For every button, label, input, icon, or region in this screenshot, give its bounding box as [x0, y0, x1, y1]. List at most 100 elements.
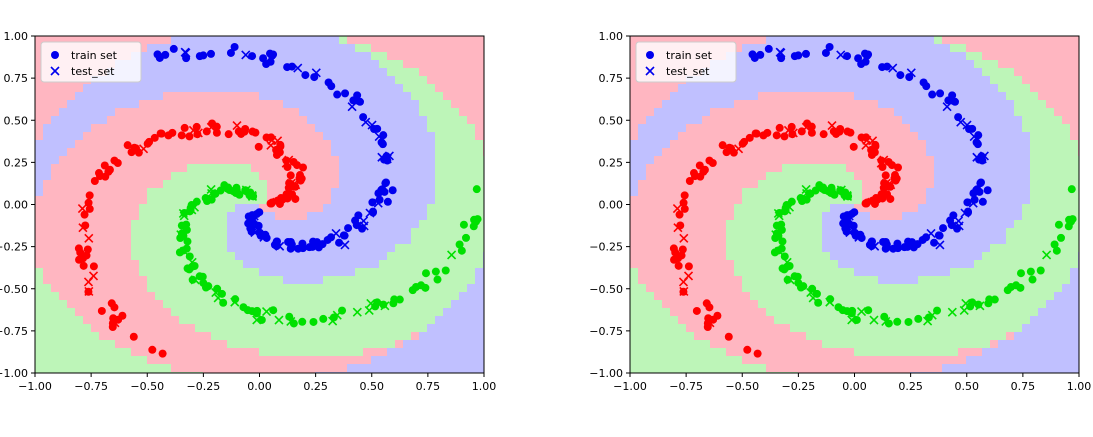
region-cell — [798, 92, 807, 101]
region-cell — [59, 364, 68, 373]
region-cell — [886, 236, 895, 245]
region-cell — [678, 172, 687, 181]
region-cell — [846, 300, 855, 309]
region-cell — [766, 220, 775, 229]
region-cell — [782, 180, 791, 189]
region-cell — [35, 244, 44, 253]
region-cell — [846, 332, 855, 341]
region-cell — [870, 60, 879, 69]
region-cell — [934, 204, 943, 213]
region-cell — [726, 204, 735, 213]
region-cell — [171, 308, 180, 317]
region-cell — [710, 36, 719, 45]
region-cell — [51, 220, 60, 229]
region-cell — [990, 236, 999, 245]
region-cell — [203, 84, 212, 93]
train-point — [123, 141, 132, 150]
region-cell — [475, 348, 484, 357]
region-cell — [942, 340, 951, 349]
region-cell — [838, 268, 847, 277]
region-cell — [910, 188, 919, 197]
region-cell — [419, 92, 428, 101]
region-cell — [766, 268, 775, 277]
region-cell — [155, 60, 164, 69]
region-cell — [702, 220, 711, 229]
region-cell — [854, 284, 863, 293]
region-cell — [259, 68, 268, 77]
region-cell — [363, 76, 372, 85]
region-cell — [974, 108, 983, 117]
region-cell — [966, 108, 975, 117]
train-point — [203, 194, 212, 203]
region-cell — [475, 140, 484, 149]
region-cell — [35, 188, 44, 197]
region-cell — [998, 260, 1007, 269]
region-cell — [998, 364, 1007, 373]
region-cell — [790, 244, 799, 253]
region-cell — [894, 260, 903, 269]
region-cell — [435, 316, 444, 325]
region-cell — [630, 36, 639, 45]
region-cell — [435, 100, 444, 109]
region-cell — [75, 36, 84, 45]
region-cell — [870, 180, 879, 189]
region-cell — [67, 300, 76, 309]
region-cell — [99, 268, 108, 277]
train-point — [185, 265, 194, 274]
region-cell — [1006, 364, 1015, 373]
region-cell — [942, 92, 951, 101]
region-cell — [966, 292, 975, 301]
region-cell — [646, 292, 655, 301]
region-cell — [315, 124, 324, 133]
region-cell — [862, 108, 871, 117]
region-cell — [243, 260, 252, 269]
region-cell — [363, 36, 372, 45]
region-cell — [267, 268, 276, 277]
region-cell — [235, 156, 244, 165]
region-cell — [926, 196, 935, 205]
region-cell — [171, 68, 180, 77]
region-cell — [171, 284, 180, 293]
region-cell — [902, 180, 911, 189]
region-cell — [411, 236, 420, 245]
region-cell — [187, 44, 196, 53]
region-cell — [782, 92, 791, 101]
region-cell — [387, 308, 396, 317]
region-cell — [702, 332, 711, 341]
region-cell — [686, 124, 695, 133]
region-cell — [59, 276, 68, 285]
region-cell — [83, 116, 92, 125]
region-cell — [419, 60, 428, 69]
region-cell — [966, 156, 975, 165]
region-cell — [654, 188, 663, 197]
region-cell — [163, 348, 172, 357]
region-cell — [459, 164, 468, 173]
region-cell — [323, 276, 332, 285]
region-cell — [750, 76, 759, 85]
region-cell — [894, 252, 903, 261]
region-cell — [339, 300, 348, 309]
region-cell — [638, 140, 647, 149]
region-cell — [990, 364, 999, 373]
region-cell — [251, 204, 260, 213]
region-cell — [83, 316, 92, 325]
region-cell — [163, 220, 172, 229]
region-cell — [742, 212, 751, 221]
region-cell — [662, 276, 671, 285]
region-cell — [107, 292, 116, 301]
region-cell — [387, 172, 396, 181]
region-cell — [419, 276, 428, 285]
region-cell — [646, 164, 655, 173]
region-cell — [766, 132, 775, 141]
region-cell — [654, 308, 663, 317]
region-cell — [163, 324, 172, 333]
region-cell — [630, 292, 639, 301]
region-cell — [742, 300, 751, 309]
region-cell — [451, 36, 460, 45]
region-cell — [718, 244, 727, 253]
region-cell — [323, 316, 332, 325]
train-point — [433, 275, 442, 284]
region-cell — [227, 252, 236, 261]
region-cell — [774, 164, 783, 173]
region-cell — [227, 332, 236, 341]
